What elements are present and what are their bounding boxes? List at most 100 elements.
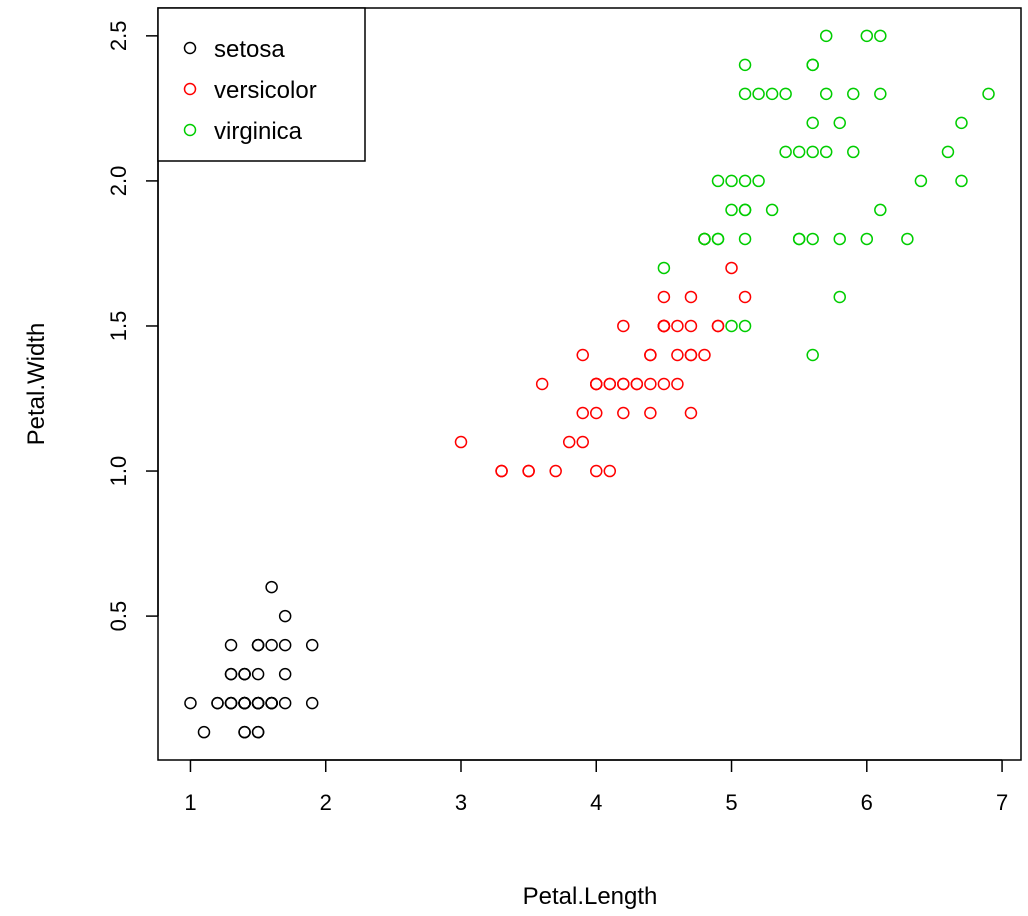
- data-point-setosa: [184, 696, 197, 710]
- legend-label-setosa: setosa: [214, 36, 285, 63]
- data-point-virginica: [806, 58, 819, 72]
- y-tick-label: 0.5: [106, 601, 131, 632]
- data-point-versicolor: [590, 406, 603, 420]
- y-tick-label: 2.0: [106, 166, 131, 197]
- data-points: [184, 29, 995, 739]
- series-virginica: [657, 29, 995, 362]
- data-point-virginica: [738, 203, 752, 217]
- data-point-versicolor: [738, 290, 752, 304]
- x-axis-title: Petal.Length: [523, 883, 658, 910]
- data-point-versicolor: [576, 435, 589, 449]
- data-point-virginica: [765, 87, 779, 101]
- data-point-virginica: [779, 145, 792, 159]
- data-point-virginica: [738, 232, 752, 246]
- data-point-versicolor: [603, 464, 617, 478]
- x-tick-label: 4: [590, 790, 602, 815]
- data-point-versicolor: [576, 348, 589, 362]
- data-point-virginica: [941, 145, 955, 159]
- data-point-virginica: [819, 29, 833, 43]
- legend-label-versicolor: versicolor: [214, 77, 317, 104]
- data-point-virginica: [792, 232, 806, 246]
- series-setosa: [184, 580, 319, 739]
- data-point-virginica: [819, 87, 833, 101]
- data-point-virginica: [657, 261, 671, 275]
- legend: setosa versicolor virginica: [157, 7, 366, 162]
- data-point-virginica: [738, 319, 752, 333]
- data-point-virginica: [738, 174, 752, 188]
- data-point-virginica: [874, 29, 887, 43]
- data-point-versicolor: [671, 377, 684, 391]
- data-point-virginica: [765, 203, 779, 217]
- data-point-virginica: [752, 87, 765, 101]
- data-point-virginica: [806, 116, 819, 130]
- data-point-setosa: [305, 638, 319, 652]
- data-point-versicolor: [657, 377, 671, 391]
- data-point-virginica: [738, 58, 752, 72]
- data-point-virginica: [752, 174, 765, 188]
- x-tick-label: 6: [861, 790, 873, 815]
- data-point-virginica: [711, 174, 725, 188]
- data-point-versicolor: [684, 406, 698, 420]
- data-point-versicolor: [522, 464, 535, 478]
- data-point-virginica: [901, 232, 914, 246]
- data-point-versicolor: [603, 377, 617, 391]
- data-point-versicolor: [617, 406, 630, 420]
- data-point-virginica: [847, 87, 860, 101]
- data-point-versicolor: [657, 290, 671, 304]
- legend-marker-virginica: [183, 123, 197, 137]
- data-point-setosa: [197, 725, 211, 739]
- data-point-virginica: [874, 87, 887, 101]
- y-axis-title: Petal.Width: [23, 323, 50, 446]
- data-point-virginica: [725, 319, 738, 333]
- data-point-virginica: [847, 145, 860, 159]
- data-point-versicolor: [657, 319, 671, 333]
- data-point-virginica: [806, 232, 819, 246]
- data-point-virginica: [725, 174, 738, 188]
- data-point-versicolor: [590, 464, 603, 478]
- data-point-virginica: [914, 174, 928, 188]
- x-tick-label: 5: [725, 790, 737, 815]
- data-point-setosa: [265, 580, 278, 594]
- x-tick-label: 2: [320, 790, 332, 815]
- legend-marker-setosa: [183, 41, 197, 55]
- data-point-virginica: [792, 145, 806, 159]
- data-point-setosa: [251, 725, 265, 739]
- data-point-setosa: [211, 696, 224, 710]
- data-point-setosa: [251, 696, 265, 710]
- legend-label-virginica: virginica: [214, 118, 303, 145]
- data-point-versicolor: [495, 464, 508, 478]
- data-point-setosa: [224, 638, 238, 652]
- data-point-setosa: [265, 638, 278, 652]
- data-point-versicolor: [711, 319, 725, 333]
- data-point-setosa: [278, 696, 292, 710]
- data-point-versicolor: [644, 377, 657, 391]
- data-point-versicolor: [684, 319, 698, 333]
- data-point-versicolor: [671, 319, 684, 333]
- data-point-setosa: [251, 667, 265, 681]
- data-point-virginica: [711, 232, 725, 246]
- data-point-virginica: [860, 29, 874, 43]
- y-tick-label: 1.5: [106, 311, 131, 342]
- data-point-versicolor: [684, 290, 698, 304]
- data-point-versicolor: [617, 319, 630, 333]
- x-axis: 1 2 3 4 5 6 7: [184, 759, 1008, 815]
- data-point-versicolor: [549, 464, 562, 478]
- data-point-versicolor: [617, 377, 630, 391]
- data-point-virginica: [819, 145, 833, 159]
- data-point-setosa: [238, 696, 251, 710]
- data-point-setosa: [224, 667, 238, 681]
- data-point-virginica: [833, 232, 846, 246]
- x-tick-label: 3: [455, 790, 467, 815]
- y-tick-label: 2.5: [106, 21, 131, 52]
- data-point-versicolor: [576, 406, 589, 420]
- data-point-virginica: [725, 203, 738, 217]
- data-point-setosa: [305, 696, 319, 710]
- data-point-virginica: [833, 116, 846, 130]
- data-point-setosa: [224, 696, 238, 710]
- data-point-versicolor: [454, 435, 468, 449]
- data-point-virginica: [955, 116, 968, 130]
- data-point-setosa: [278, 609, 292, 623]
- data-point-setosa: [265, 696, 278, 710]
